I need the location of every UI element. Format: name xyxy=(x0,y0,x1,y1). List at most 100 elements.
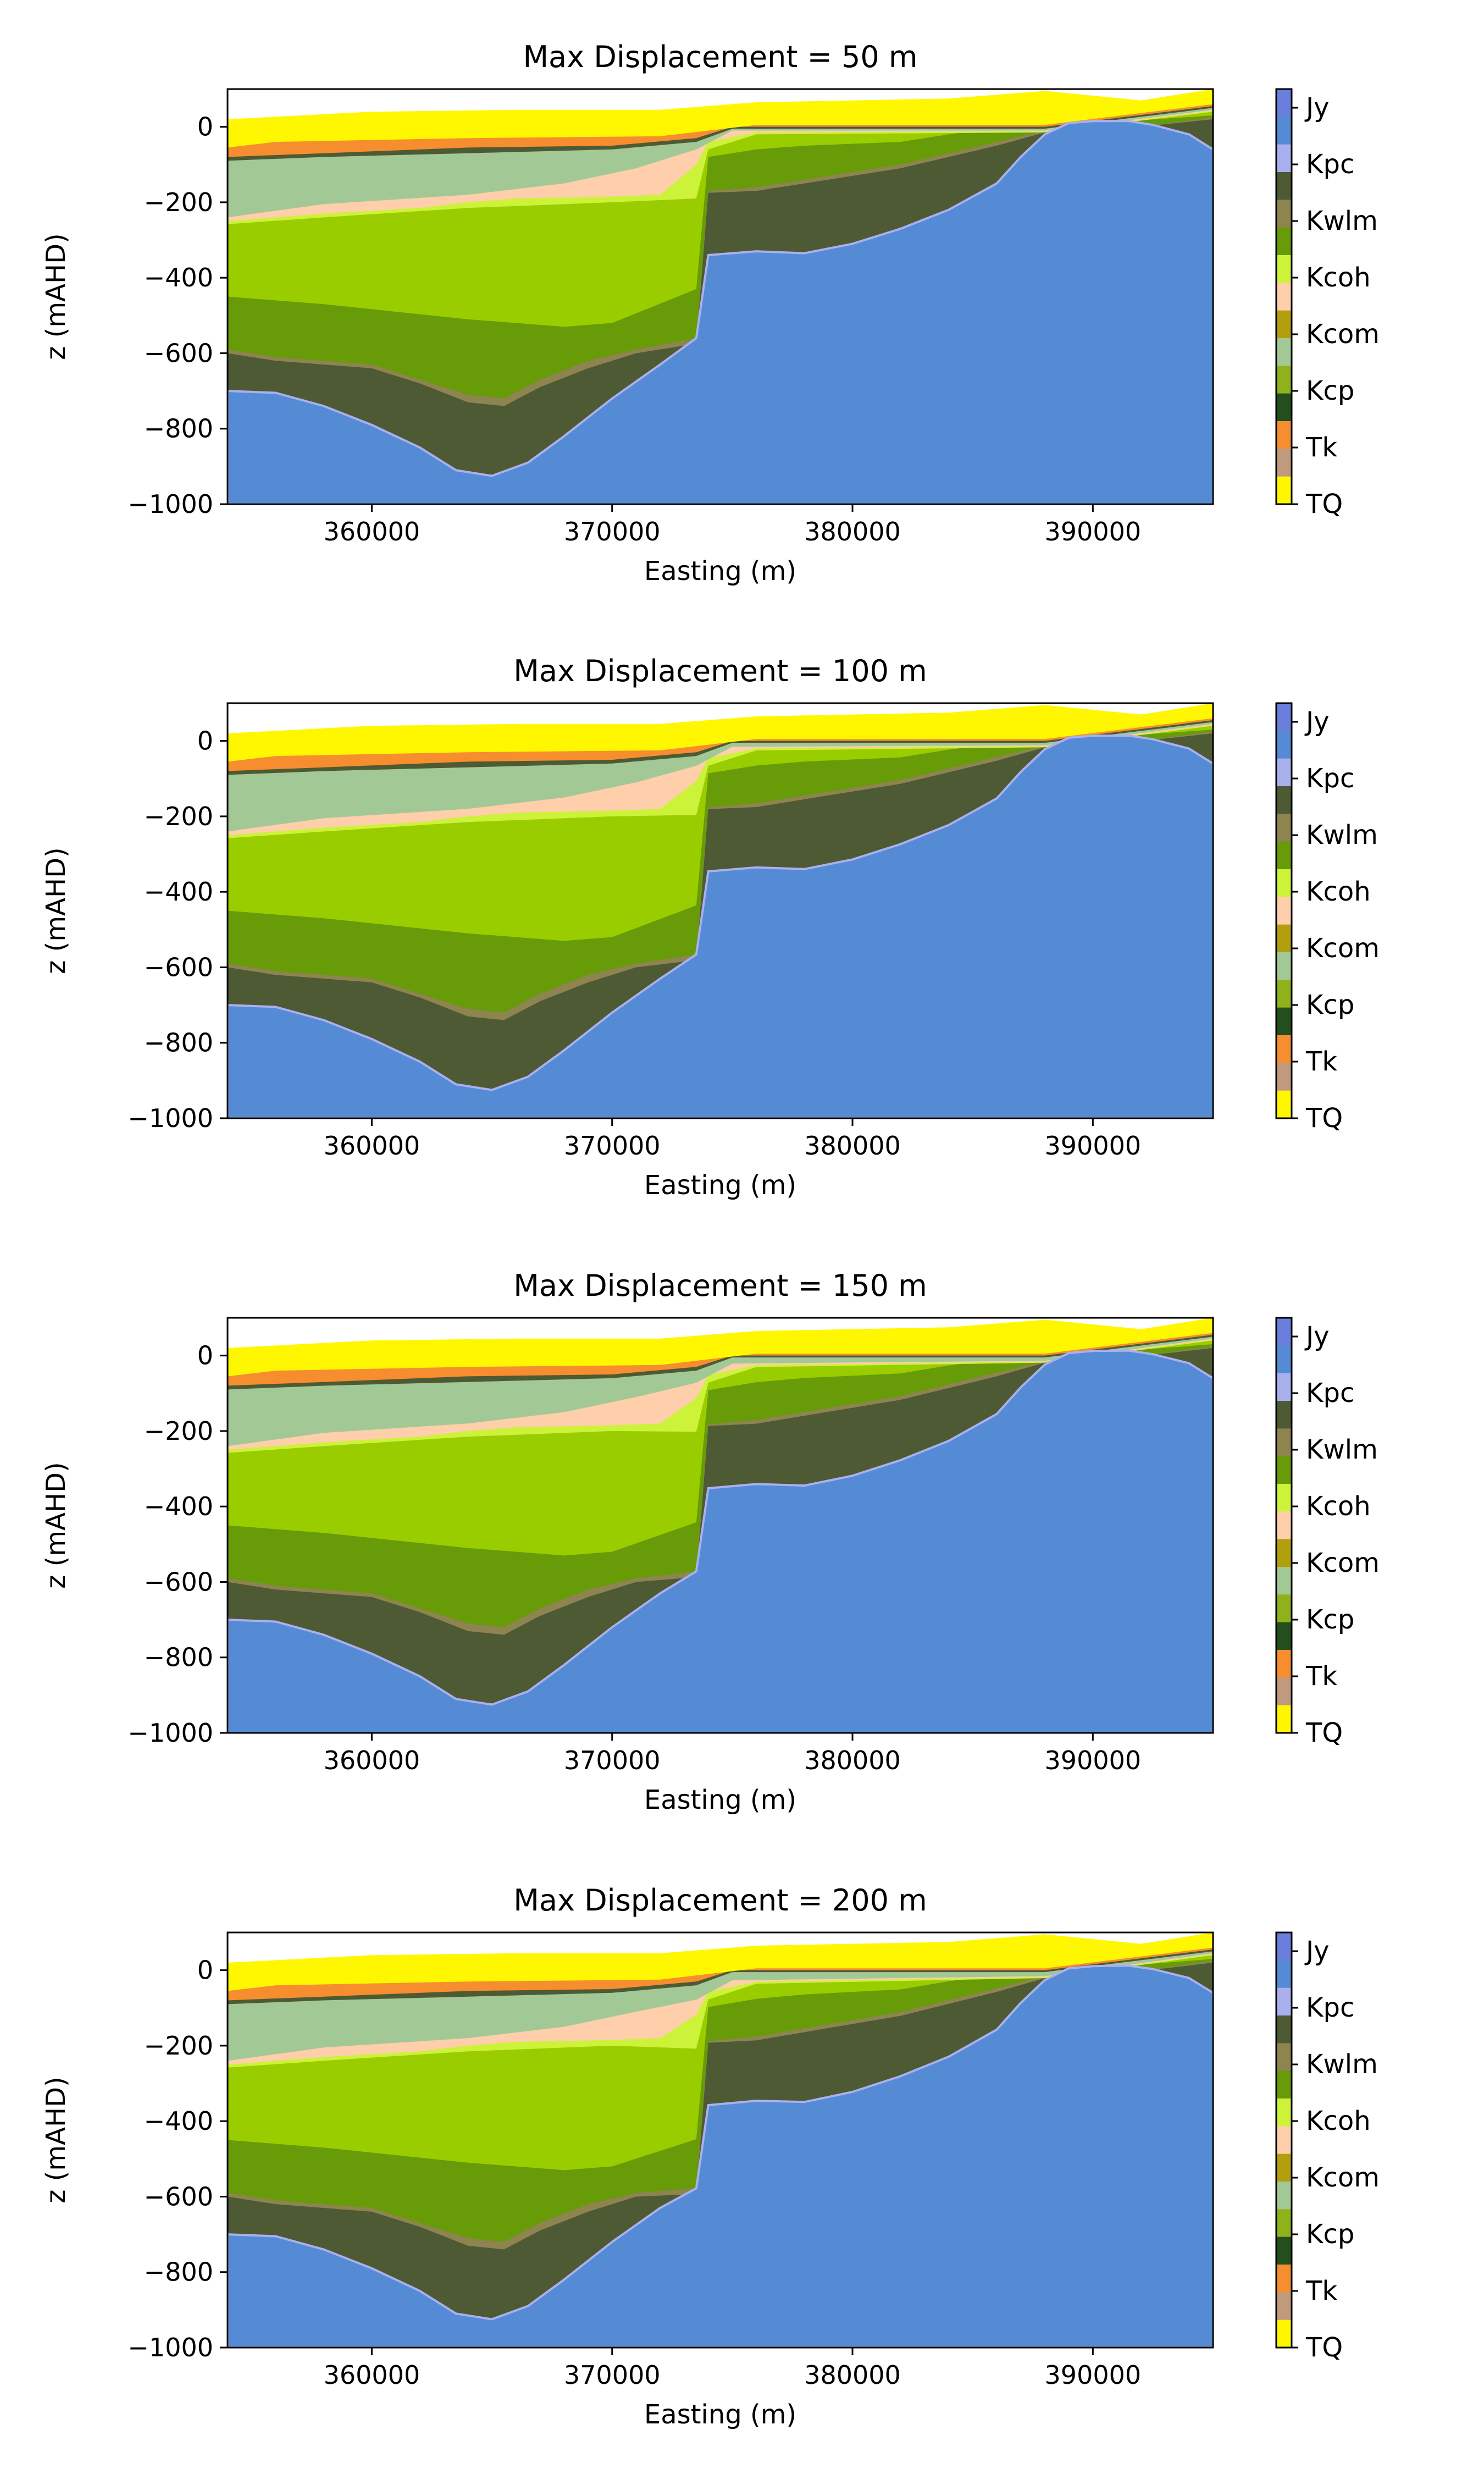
colorbar-segment xyxy=(1276,1677,1292,1706)
x-axis-label: Easting (m) xyxy=(644,1785,796,1815)
x-axis-label: Easting (m) xyxy=(644,1170,796,1201)
x-tick-label: 370000 xyxy=(564,517,661,546)
colorbar-segment xyxy=(1276,1401,1292,1429)
colorbar-label: Kcoh xyxy=(1306,2106,1371,2136)
x-tick-label: 380000 xyxy=(804,1746,901,1775)
colorbar-segment xyxy=(1276,2070,1292,2099)
colorbar-label: Tk xyxy=(1305,1661,1337,1692)
colorbar-segment xyxy=(1276,758,1292,787)
colorbar-label: Tk xyxy=(1305,432,1337,463)
colorbar-label: Jy xyxy=(1304,1321,1330,1352)
colorbar-segment xyxy=(1276,1318,1292,1346)
colorbar-segment xyxy=(1276,1090,1292,1119)
colorbar-segment xyxy=(1276,1345,1292,1374)
section-area xyxy=(228,703,1213,1118)
y-tick-label: −200 xyxy=(144,2031,213,2061)
panel-title: Max Displacement = 50 m xyxy=(523,40,917,74)
x-tick-label: 360000 xyxy=(324,1131,420,1161)
colorbar-label: Kcoh xyxy=(1306,1491,1371,1522)
colorbar-segment xyxy=(1276,2265,1292,2293)
colorbar-segment xyxy=(1276,952,1292,980)
colorbar-segment xyxy=(1276,1622,1292,1650)
colorbar-frame xyxy=(1275,88,1293,505)
colorbar-segment xyxy=(1276,1705,1292,1733)
y-tick-label: 0 xyxy=(197,1956,213,1985)
colorbar-frame xyxy=(1275,1317,1293,1734)
colorbar-frame xyxy=(1275,702,1293,1119)
section-area xyxy=(228,89,1213,504)
x-tick-label: 390000 xyxy=(1045,1746,1142,1775)
panel-title: Max Displacement = 200 m xyxy=(513,1883,927,1918)
panel-2: 360000 370000 380000 390000 0 −200 −400 −600 −80… xyxy=(41,654,1380,1201)
colorbar: Jy Kpc Kwlm Kcoh Kcom Kcp Tk TQ xyxy=(1275,1931,1380,2363)
colorbar: Jy Kpc Kwlm Kcoh Kcom Kcp Tk TQ xyxy=(1275,1317,1380,1748)
colorbar-segment xyxy=(1276,2236,1292,2265)
y-tick-label: 0 xyxy=(197,726,213,756)
y-tick-label: −200 xyxy=(144,187,213,217)
colorbar-segment xyxy=(1276,1063,1292,1091)
x-tick-label: 370000 xyxy=(564,1131,661,1161)
colorbar-segment xyxy=(1276,283,1292,311)
colorbar-label: TQ xyxy=(1305,1103,1343,1134)
x-tick-label: 370000 xyxy=(564,1746,661,1775)
colorbar-segment xyxy=(1276,117,1292,145)
colorbar-segment xyxy=(1276,2182,1292,2210)
plot-frame xyxy=(226,1317,1214,1734)
colorbar-segment xyxy=(1276,2209,1292,2238)
x-tick-label: 360000 xyxy=(324,2360,420,2390)
y-tick-label: −1000 xyxy=(128,1103,213,1133)
x-tick-label: 390000 xyxy=(1045,2360,1142,2390)
colorbar-label: Jy xyxy=(1304,92,1330,123)
sky xyxy=(228,1318,1213,1348)
colorbar-segment xyxy=(1276,338,1292,366)
panel-title: Max Displacement = 100 m xyxy=(513,654,927,688)
x-axis-label: Easting (m) xyxy=(644,556,796,587)
section-area xyxy=(228,1318,1213,1733)
y-axis-label: z (mAHD) xyxy=(41,2077,71,2204)
colorbar-segment xyxy=(1276,421,1292,449)
section-area xyxy=(228,1932,1213,2348)
colorbar-segment xyxy=(1276,1594,1292,1623)
basement-jy xyxy=(228,120,1213,504)
colorbar-label: Kcp xyxy=(1306,2219,1354,2250)
y-tick-label: −800 xyxy=(144,1028,213,1058)
colorbar-label: Kcom xyxy=(1306,933,1380,964)
colorbar-segment xyxy=(1276,2099,1292,2127)
colorbar-segment xyxy=(1276,814,1292,842)
colorbar-label: Kwlm xyxy=(1306,820,1378,851)
colorbar-segment xyxy=(1276,1987,1292,2016)
colorbar-segment xyxy=(1276,897,1292,925)
colorbar-segment xyxy=(1276,1007,1292,1036)
y-tick-label: −600 xyxy=(144,338,213,368)
colorbar-segment xyxy=(1276,144,1292,173)
colorbar-label: Kcp xyxy=(1306,375,1354,406)
sky xyxy=(228,703,1213,733)
colorbar-label: Kcp xyxy=(1306,990,1354,1020)
colorbar-segment xyxy=(1276,1960,1292,1989)
colorbar-segment xyxy=(1276,449,1292,477)
colorbar-segment xyxy=(1276,703,1292,731)
y-tick-label: −400 xyxy=(144,2106,213,2136)
colorbar-segment xyxy=(1276,869,1292,897)
x-tick-label: 370000 xyxy=(564,2360,661,2390)
colorbar-segment xyxy=(1276,255,1292,283)
colorbar-segment xyxy=(1276,310,1292,339)
colorbar-label: Kwlm xyxy=(1306,2049,1378,2080)
x-tick-label: 380000 xyxy=(804,517,901,546)
y-tick-label: −600 xyxy=(144,2182,213,2211)
y-axis-label: z (mAHD) xyxy=(41,847,71,974)
colorbar-label: Kcom xyxy=(1306,2162,1380,2193)
y-tick-label: −400 xyxy=(144,263,213,292)
x-tick-label: 360000 xyxy=(324,1746,420,1775)
colorbar-label: Kcp xyxy=(1306,1604,1354,1635)
colorbar-segment xyxy=(1276,1567,1292,1595)
colorbar: Jy Kpc Kwlm Kcoh Kcom Kcp Tk TQ xyxy=(1275,88,1380,520)
x-tick-label: 380000 xyxy=(804,1131,901,1161)
colorbar: Jy Kpc Kwlm Kcoh Kcom Kcp Tk TQ xyxy=(1275,702,1380,1134)
colorbar-segment xyxy=(1276,1484,1292,1512)
colorbar-segment xyxy=(1276,227,1292,256)
colorbar-label: Tk xyxy=(1305,1046,1337,1077)
colorbar-segment xyxy=(1276,786,1292,814)
colorbar-segment xyxy=(1276,2043,1292,2072)
